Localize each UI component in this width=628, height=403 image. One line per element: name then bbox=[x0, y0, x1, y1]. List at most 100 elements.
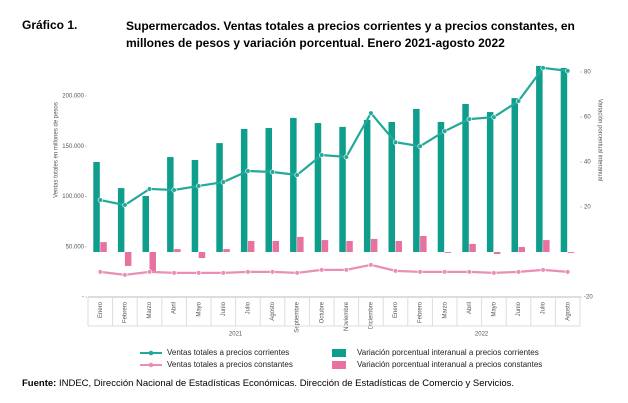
chart: - 50.000 100.000 150.000 200.000 -20 20 40 60 80 V… bbox=[54, 65, 602, 369]
point bbox=[319, 152, 325, 158]
bar bbox=[363, 119, 371, 252]
bar bbox=[142, 195, 149, 252]
y2-tick-label: 20 bbox=[584, 205, 591, 211]
bar bbox=[297, 236, 304, 252]
y-tick-label: 150.000 bbox=[62, 144, 84, 150]
x-tick-label: Enero bbox=[98, 301, 104, 318]
bar bbox=[272, 240, 279, 252]
x-tick-label: Mayo bbox=[491, 301, 497, 316]
point bbox=[368, 110, 374, 116]
point bbox=[319, 267, 325, 273]
point bbox=[171, 270, 177, 276]
legend-label: Ventas totales a precios corrientes bbox=[167, 348, 289, 357]
point bbox=[171, 187, 177, 193]
bar bbox=[511, 98, 518, 252]
point bbox=[269, 269, 276, 275]
x-tick-label: Septiembre bbox=[295, 301, 301, 332]
point bbox=[565, 68, 571, 74]
bar bbox=[567, 252, 575, 253]
point bbox=[491, 270, 497, 276]
y2-tick-label: 60 bbox=[584, 115, 591, 121]
bar bbox=[339, 126, 346, 252]
x-tick-label: Marzo bbox=[147, 301, 153, 318]
bar bbox=[388, 121, 395, 252]
point bbox=[417, 269, 423, 275]
x-tick-label: Abril bbox=[172, 302, 178, 314]
x-tick-label: Julio bbox=[245, 301, 251, 314]
y-tick-label: 50.000 bbox=[66, 244, 85, 250]
bar bbox=[198, 252, 206, 259]
y2-tick-label: 80 bbox=[584, 70, 591, 76]
y2-tick-label: -20 bbox=[584, 295, 593, 301]
point bbox=[565, 269, 571, 275]
source-label: Fuente: bbox=[22, 378, 57, 389]
bar bbox=[486, 112, 494, 252]
bar bbox=[216, 143, 223, 252]
point bbox=[442, 269, 448, 275]
legend-swatch bbox=[148, 362, 154, 368]
x-tick-label: Marzo bbox=[442, 301, 448, 318]
bar bbox=[321, 240, 329, 252]
point bbox=[466, 116, 472, 122]
point bbox=[122, 202, 128, 208]
x-tick-label: Octubre bbox=[319, 301, 325, 323]
point bbox=[491, 114, 497, 120]
chart-label: Gráfico 1. bbox=[22, 18, 78, 32]
bar bbox=[290, 117, 297, 253]
x-tick-label: Junio bbox=[221, 301, 227, 316]
source-text: INDEC, Dirección Nacional de Estadística… bbox=[58, 378, 515, 389]
bar bbox=[518, 247, 525, 252]
legend-label: Variación porcentual interanual a precio… bbox=[357, 360, 542, 369]
point bbox=[392, 139, 399, 145]
x-tick-label: Diciembre bbox=[368, 301, 374, 329]
x-tick-label: Noviembre bbox=[344, 301, 350, 331]
point bbox=[97, 269, 103, 275]
bar bbox=[247, 240, 255, 252]
bar bbox=[93, 162, 100, 252]
point bbox=[196, 270, 202, 276]
bar bbox=[413, 108, 420, 253]
y2-tick-label: 40 bbox=[584, 160, 591, 166]
legend-label: Ventas totales a precios constantes bbox=[167, 360, 293, 369]
point bbox=[245, 168, 251, 174]
bar bbox=[191, 159, 199, 252]
x-tick-label: Febrero bbox=[122, 301, 128, 323]
y-tick-label: - bbox=[82, 295, 84, 301]
bar bbox=[314, 123, 322, 252]
bar bbox=[100, 242, 107, 252]
bar bbox=[444, 252, 452, 253]
line bbox=[100, 263, 568, 276]
line bbox=[100, 66, 568, 207]
y-tick-label: 200.000 bbox=[62, 94, 84, 100]
x-tick-label: Mayo bbox=[196, 301, 202, 316]
point bbox=[269, 169, 276, 175]
point bbox=[540, 267, 546, 273]
legend-label: Variación porcentual interanual a precio… bbox=[357, 348, 539, 357]
bar bbox=[493, 252, 501, 255]
bar bbox=[223, 249, 230, 252]
x-tick-label: Abril bbox=[467, 302, 473, 314]
point bbox=[146, 186, 153, 192]
point bbox=[515, 98, 522, 104]
bar bbox=[370, 238, 378, 252]
bar bbox=[117, 188, 125, 252]
bar bbox=[437, 121, 445, 252]
year-label: 2022 bbox=[475, 332, 489, 338]
point bbox=[343, 154, 349, 160]
bar bbox=[174, 249, 181, 252]
point bbox=[97, 197, 103, 203]
legend-swatch bbox=[332, 349, 346, 357]
point bbox=[466, 269, 472, 275]
bar bbox=[543, 240, 550, 252]
x-tick-label: Febrero bbox=[418, 301, 424, 323]
x-tick-label: Enero bbox=[393, 301, 399, 318]
legend-swatch bbox=[332, 361, 346, 369]
bar bbox=[265, 128, 272, 252]
x-tick-label: Junio bbox=[516, 301, 522, 316]
bar bbox=[346, 240, 353, 252]
point bbox=[245, 269, 251, 275]
bar bbox=[240, 128, 248, 252]
point bbox=[146, 269, 153, 275]
year-label: 2021 bbox=[229, 332, 243, 338]
bar bbox=[395, 240, 402, 252]
